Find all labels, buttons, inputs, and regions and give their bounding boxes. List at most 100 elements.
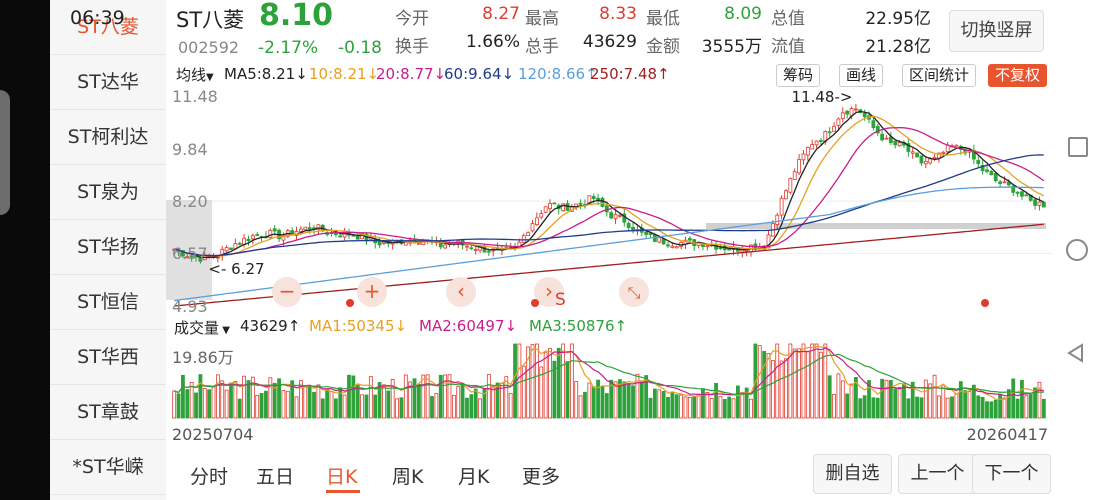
volume-bar	[229, 382, 233, 419]
candle	[718, 247, 723, 250]
remove-watchlist-button[interactable]: 删自选	[813, 454, 892, 494]
candle	[307, 227, 312, 230]
volume-bar	[749, 398, 753, 419]
quote-value: 21.28亿	[865, 37, 931, 57]
volume-bar	[176, 393, 181, 419]
chevron-right-icon: ›	[545, 279, 553, 303]
volume-bar	[1037, 381, 1042, 419]
switch-portrait-button[interactable]: 切换竖屏	[949, 10, 1044, 52]
quote-label: 换手	[395, 37, 429, 57]
volume-bar	[521, 365, 526, 419]
volume-bar	[194, 392, 198, 419]
next-stock-button[interactable]: 下一个	[972, 454, 1051, 494]
candle	[980, 164, 985, 172]
volume-bar	[198, 374, 203, 419]
chips-button[interactable]: 筹码	[776, 64, 821, 87]
sidebar-item-stock[interactable]: ST八菱	[50, 0, 166, 55]
candle	[237, 242, 242, 245]
tab-period[interactable]: 日K	[326, 466, 358, 488]
volume-bar	[683, 396, 688, 419]
volume-bars	[172, 343, 1046, 419]
volume-chart[interactable]	[166, 340, 1053, 420]
volume-bar	[342, 394, 347, 419]
draw-line-button[interactable]: 画线	[839, 64, 884, 87]
candle	[417, 242, 421, 245]
volume-bar	[556, 347, 561, 419]
volume-bar	[591, 386, 596, 419]
previous-stock-button[interactable]: 上一个	[898, 454, 977, 494]
recent-apps-icon[interactable]	[1068, 137, 1088, 157]
candle	[255, 234, 260, 236]
volume-bar	[395, 398, 399, 419]
volume-bar	[696, 393, 701, 419]
volume-bar	[902, 383, 906, 419]
sidebar-item-stock[interactable]: ST华西	[50, 330, 166, 385]
candle	[486, 250, 491, 253]
tab-period[interactable]: 月K	[458, 466, 490, 488]
system-nav-bar	[1053, 0, 1103, 500]
candle	[189, 255, 194, 258]
tab-period[interactable]: 五日	[256, 466, 295, 488]
candle	[268, 229, 273, 239]
scroll-left-button[interactable]: ‹	[446, 277, 476, 307]
candle	[1024, 194, 1029, 197]
volume-bar	[871, 397, 876, 419]
fullscreen-button[interactable]: ⤡	[619, 277, 649, 307]
candle	[666, 244, 670, 247]
candle	[534, 217, 539, 225]
volume-bar	[565, 361, 570, 419]
candle	[801, 153, 806, 161]
side-handle[interactable]	[0, 90, 10, 215]
sidebar-item-stock[interactable]: ST柯利达	[50, 110, 166, 165]
no-adjust-button[interactable]: 不复权	[988, 64, 1048, 87]
kline-chart[interactable]: 11.48-> <- 6.27	[166, 88, 1053, 314]
candle	[1037, 201, 1042, 206]
sidebar-item-stock[interactable]: *ST华嵘	[50, 440, 166, 495]
tab-period[interactable]: 分时	[190, 466, 229, 488]
volume-bar	[504, 376, 509, 419]
signal-dot	[531, 299, 539, 307]
scroll-right-button[interactable]: ›	[534, 277, 564, 307]
quote-label: 流值	[771, 37, 805, 57]
candle	[478, 245, 482, 251]
sidebar-item-stock[interactable]: ST华扬	[50, 220, 166, 275]
volume-dropdown[interactable]: 成交量 ▼	[174, 319, 230, 337]
candle	[779, 197, 784, 216]
back-icon[interactable]	[1066, 343, 1086, 363]
volume-bar	[967, 391, 972, 419]
volume-bar	[810, 343, 815, 419]
volume-bar	[434, 393, 439, 419]
volume-bar	[408, 381, 413, 419]
volume-bar	[543, 352, 548, 419]
avg-line-dropdown[interactable]: 均线▼	[176, 66, 214, 84]
sidebar-item-stock[interactable]: ST章鼓	[50, 385, 166, 440]
candle	[561, 203, 566, 211]
volume-bar	[845, 393, 850, 419]
price-axis-label: 6.57	[172, 244, 208, 264]
zoom-out-button[interactable]: −	[272, 277, 302, 307]
zoom-in-button[interactable]: +	[357, 277, 387, 307]
candle	[971, 149, 976, 160]
tab-period[interactable]: 更多	[522, 466, 561, 488]
volume-bar	[390, 379, 395, 419]
candle	[740, 249, 745, 253]
home-icon[interactable]	[1066, 239, 1088, 261]
volume-bar	[797, 348, 801, 419]
volume-bar	[421, 374, 426, 419]
candle	[246, 238, 251, 241]
volume-bar	[220, 380, 225, 419]
volume-bar	[207, 389, 212, 419]
range-stats-button[interactable]: 区间统计	[902, 64, 977, 87]
candle	[1041, 201, 1046, 208]
volume-bar	[574, 381, 579, 419]
volume-bar	[910, 381, 915, 419]
candle	[814, 140, 819, 146]
sidebar-item-stock[interactable]: ST达华	[50, 55, 166, 110]
volume-bar	[832, 393, 836, 419]
tab-period[interactable]: 周K	[392, 466, 424, 488]
sidebar-item-stock[interactable]: ST泉为	[50, 165, 166, 220]
volume-bar	[727, 396, 732, 419]
volume-bar	[548, 348, 552, 419]
volume-bar	[460, 385, 465, 419]
sidebar-item-stock[interactable]: ST恒信	[50, 275, 166, 330]
